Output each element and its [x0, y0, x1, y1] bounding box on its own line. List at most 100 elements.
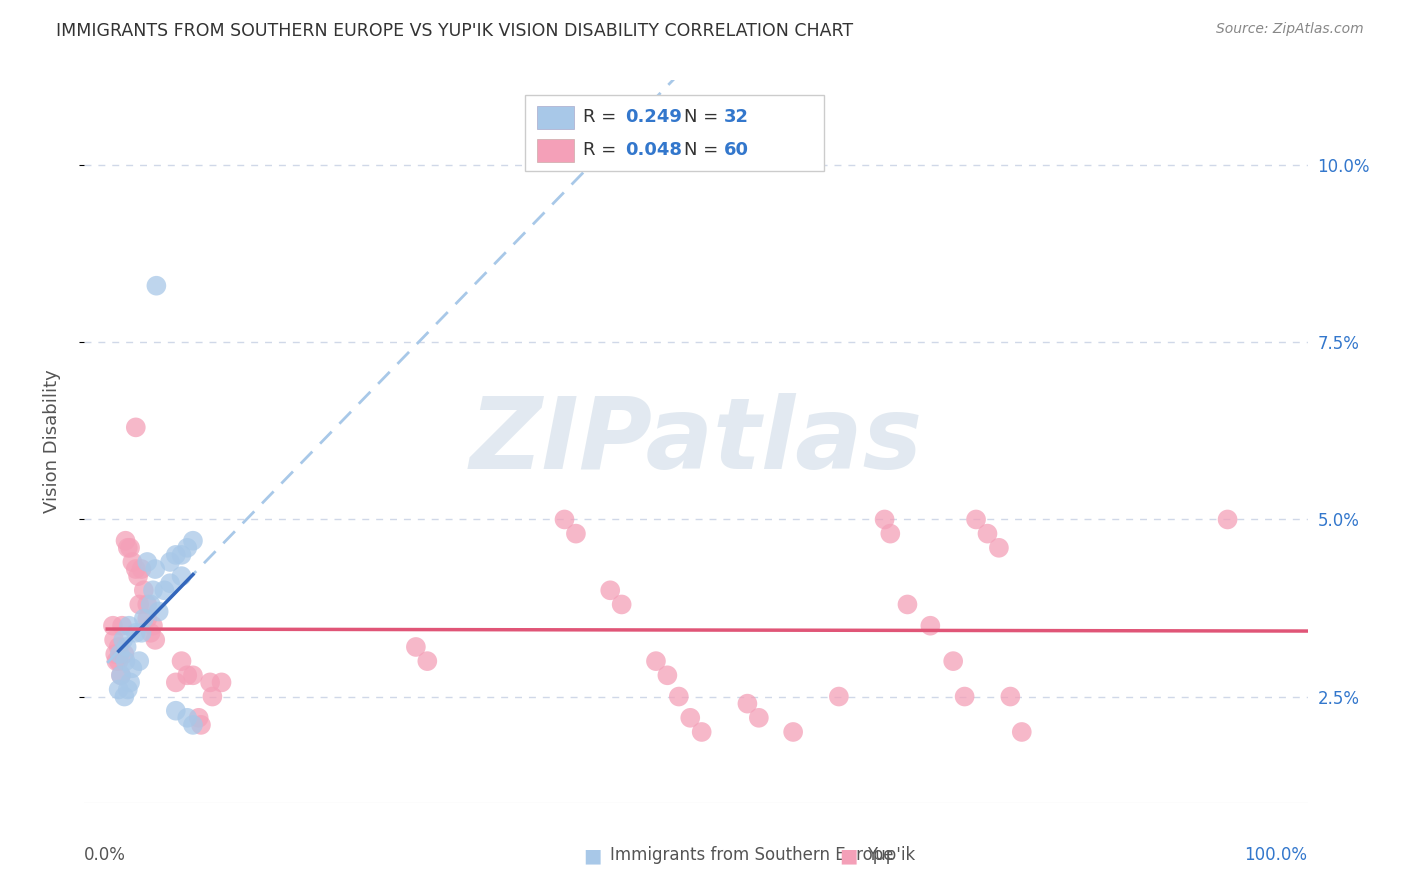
Text: R =: R =	[583, 141, 623, 160]
Point	[114, 533, 136, 548]
Point	[110, 668, 132, 682]
Point	[920, 618, 942, 632]
Text: N =: N =	[683, 108, 724, 126]
Text: Yup'ik: Yup'ik	[868, 847, 915, 864]
Point	[114, 654, 136, 668]
Point	[125, 420, 148, 434]
Point	[117, 682, 139, 697]
Point	[896, 598, 918, 612]
Text: 0.0%: 0.0%	[84, 847, 127, 864]
Point	[657, 668, 679, 682]
Point	[112, 632, 135, 647]
Point	[668, 690, 690, 704]
Point	[108, 647, 131, 661]
Point	[142, 583, 165, 598]
Point	[153, 583, 176, 598]
Point	[690, 725, 713, 739]
Text: Source: ZipAtlas.com: Source: ZipAtlas.com	[1216, 22, 1364, 37]
Point	[610, 598, 633, 612]
Point	[190, 718, 212, 732]
Point	[181, 668, 204, 682]
Point	[143, 562, 166, 576]
Point	[873, 512, 896, 526]
Point	[136, 612, 159, 626]
Point	[405, 640, 427, 654]
Point	[121, 661, 143, 675]
Point	[128, 654, 150, 668]
Point	[187, 711, 209, 725]
Text: IMMIGRANTS FROM SOUTHERN EUROPE VS YUP'IK VISION DISABILITY CORRELATION CHART: IMMIGRANTS FROM SOUTHERN EUROPE VS YUP'I…	[56, 22, 853, 40]
Point	[111, 618, 134, 632]
Text: 32: 32	[724, 108, 749, 126]
FancyBboxPatch shape	[524, 95, 824, 170]
Point	[965, 512, 987, 526]
Point	[211, 675, 233, 690]
Y-axis label: Vision Disability: Vision Disability	[42, 369, 60, 514]
Point	[976, 526, 998, 541]
Point	[136, 598, 159, 612]
Point	[136, 555, 159, 569]
Point	[128, 598, 150, 612]
Text: 60: 60	[724, 141, 749, 160]
Point	[107, 682, 129, 697]
Point	[115, 640, 138, 654]
Point	[170, 654, 193, 668]
Point	[953, 690, 976, 704]
Point	[737, 697, 759, 711]
Point	[1000, 690, 1022, 704]
Point	[1011, 725, 1033, 739]
Point	[132, 612, 155, 626]
Text: ZIPatlas: ZIPatlas	[470, 393, 922, 490]
Point	[121, 555, 143, 569]
Point	[142, 618, 165, 632]
Point	[198, 675, 221, 690]
Point	[679, 711, 702, 725]
Point	[165, 704, 187, 718]
Point	[748, 711, 770, 725]
Text: ■: ■	[839, 847, 858, 865]
Point	[170, 569, 193, 583]
Text: ■: ■	[583, 847, 602, 865]
Point	[181, 718, 204, 732]
Point	[1216, 512, 1239, 526]
Point	[120, 675, 142, 690]
Point	[104, 647, 127, 661]
Point	[201, 690, 224, 704]
Point	[139, 598, 162, 612]
Point	[987, 541, 1010, 555]
Text: 100.0%: 100.0%	[1244, 847, 1308, 864]
Point	[645, 654, 668, 668]
FancyBboxPatch shape	[537, 105, 574, 128]
Point	[170, 548, 193, 562]
Point	[125, 625, 148, 640]
Point	[132, 583, 155, 598]
Point	[148, 605, 170, 619]
Point	[139, 625, 162, 640]
FancyBboxPatch shape	[537, 139, 574, 162]
Point	[127, 569, 149, 583]
Text: 0.048: 0.048	[626, 141, 682, 160]
Point	[101, 618, 124, 632]
Point	[782, 725, 804, 739]
Text: Immigrants from Southern Europe: Immigrants from Southern Europe	[610, 847, 894, 864]
Point	[143, 632, 166, 647]
Point	[942, 654, 965, 668]
Text: R =: R =	[583, 108, 623, 126]
Point	[120, 541, 142, 555]
Point	[416, 654, 439, 668]
Point	[176, 668, 198, 682]
Point	[118, 618, 141, 632]
Point	[599, 583, 621, 598]
Point	[879, 526, 901, 541]
Point	[828, 690, 851, 704]
Text: 0.249: 0.249	[626, 108, 682, 126]
Point	[107, 640, 129, 654]
Point	[117, 541, 139, 555]
Point	[565, 526, 588, 541]
Point	[131, 625, 153, 640]
Point	[176, 541, 198, 555]
Point	[125, 562, 148, 576]
Point	[107, 654, 129, 668]
Point	[131, 562, 153, 576]
Point	[112, 647, 135, 661]
